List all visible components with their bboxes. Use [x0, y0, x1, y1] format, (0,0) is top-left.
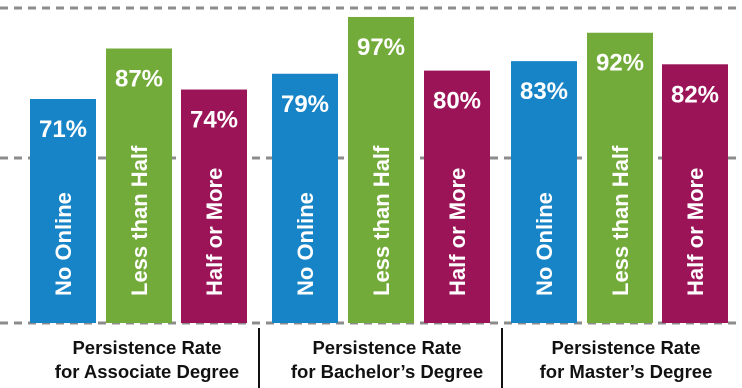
group-label-line2: for Master’s Degree — [539, 361, 713, 382]
bar-value-label: 71% — [39, 116, 87, 143]
bar-category-label: Half or More — [445, 168, 470, 296]
bar-value-label: 83% — [520, 78, 568, 105]
bar-value-label: 82% — [671, 81, 719, 108]
bar-category-label: Less than Half — [127, 145, 152, 296]
bar-value-label: 79% — [281, 91, 329, 118]
bar-value-label: 74% — [190, 107, 238, 134]
bar-value-label: 92% — [596, 50, 644, 77]
group-label-line2: for Associate Degree — [54, 361, 240, 382]
group-label-bachelor: Persistence Rate for Bachelor’s Degree — [272, 336, 502, 384]
bar-category-label: No Online — [51, 192, 76, 296]
bar — [181, 89, 247, 323]
bar-category-label: Less than Half — [608, 145, 633, 296]
group-label-line1: Persistence Rate — [551, 337, 701, 358]
group-label-line1: Persistence Rate — [312, 337, 462, 358]
bar-category-label: Half or More — [202, 168, 227, 296]
bar-category-label: Less than Half — [369, 145, 394, 296]
bar — [272, 73, 338, 323]
bar — [424, 70, 490, 323]
group-label-line1: Persistence Rate — [72, 337, 222, 358]
group-label-line2: for Bachelor’s Degree — [290, 361, 484, 382]
bar-category-label: No Online — [293, 192, 318, 296]
group-label-associate: Persistence Rate for Associate Degree — [32, 336, 262, 384]
group-label-master: Persistence Rate for Master’s Degree — [511, 336, 741, 384]
bar — [662, 64, 728, 323]
bar — [106, 48, 172, 323]
bar — [587, 32, 653, 324]
bar-category-label: Half or More — [683, 168, 708, 296]
bar — [511, 61, 577, 323]
bar-value-label: 97% — [357, 34, 405, 61]
bar-category-label: No Online — [532, 192, 557, 296]
bar — [30, 98, 96, 324]
bar-value-label: 80% — [433, 88, 481, 115]
bar-value-label: 87% — [115, 66, 163, 93]
bar — [348, 16, 414, 324]
